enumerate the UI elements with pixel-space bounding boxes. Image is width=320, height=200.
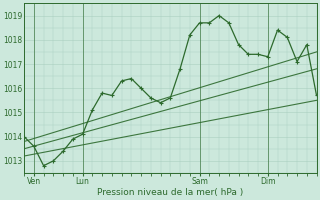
X-axis label: Pression niveau de la mer( hPa ): Pression niveau de la mer( hPa ) [97,188,244,197]
